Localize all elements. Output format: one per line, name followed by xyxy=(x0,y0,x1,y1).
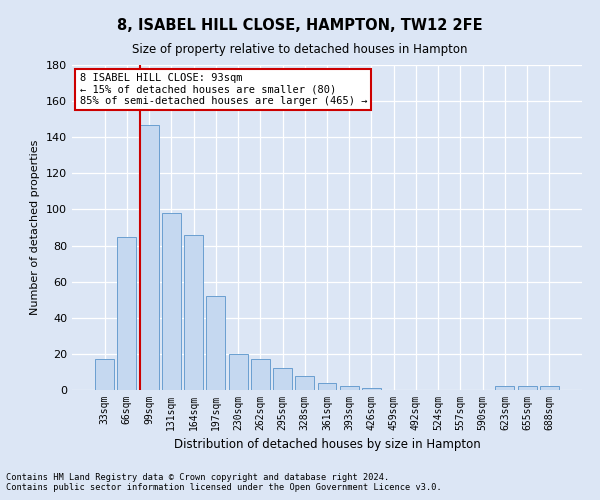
X-axis label: Distribution of detached houses by size in Hampton: Distribution of detached houses by size … xyxy=(173,438,481,452)
Bar xyxy=(317,383,337,390)
Bar xyxy=(340,386,359,390)
Bar xyxy=(518,386,536,390)
Text: Size of property relative to detached houses in Hampton: Size of property relative to detached ho… xyxy=(132,42,468,56)
Text: 8, ISABEL HILL CLOSE, HAMPTON, TW12 2FE: 8, ISABEL HILL CLOSE, HAMPTON, TW12 2FE xyxy=(117,18,483,32)
Bar xyxy=(184,234,203,390)
Bar xyxy=(496,386,514,390)
Bar xyxy=(140,124,158,390)
Y-axis label: Number of detached properties: Number of detached properties xyxy=(31,140,40,315)
Bar xyxy=(251,360,270,390)
Bar xyxy=(229,354,248,390)
Bar xyxy=(118,236,136,390)
Text: 8 ISABEL HILL CLOSE: 93sqm
← 15% of detached houses are smaller (80)
85% of semi: 8 ISABEL HILL CLOSE: 93sqm ← 15% of deta… xyxy=(80,73,367,106)
Text: Contains public sector information licensed under the Open Government Licence v3: Contains public sector information licen… xyxy=(6,484,442,492)
Bar xyxy=(295,376,314,390)
Bar xyxy=(362,388,381,390)
Bar xyxy=(162,213,181,390)
Bar xyxy=(273,368,292,390)
Bar xyxy=(540,386,559,390)
Bar xyxy=(95,360,114,390)
Text: Contains HM Land Registry data © Crown copyright and database right 2024.: Contains HM Land Registry data © Crown c… xyxy=(6,474,389,482)
Bar xyxy=(206,296,225,390)
